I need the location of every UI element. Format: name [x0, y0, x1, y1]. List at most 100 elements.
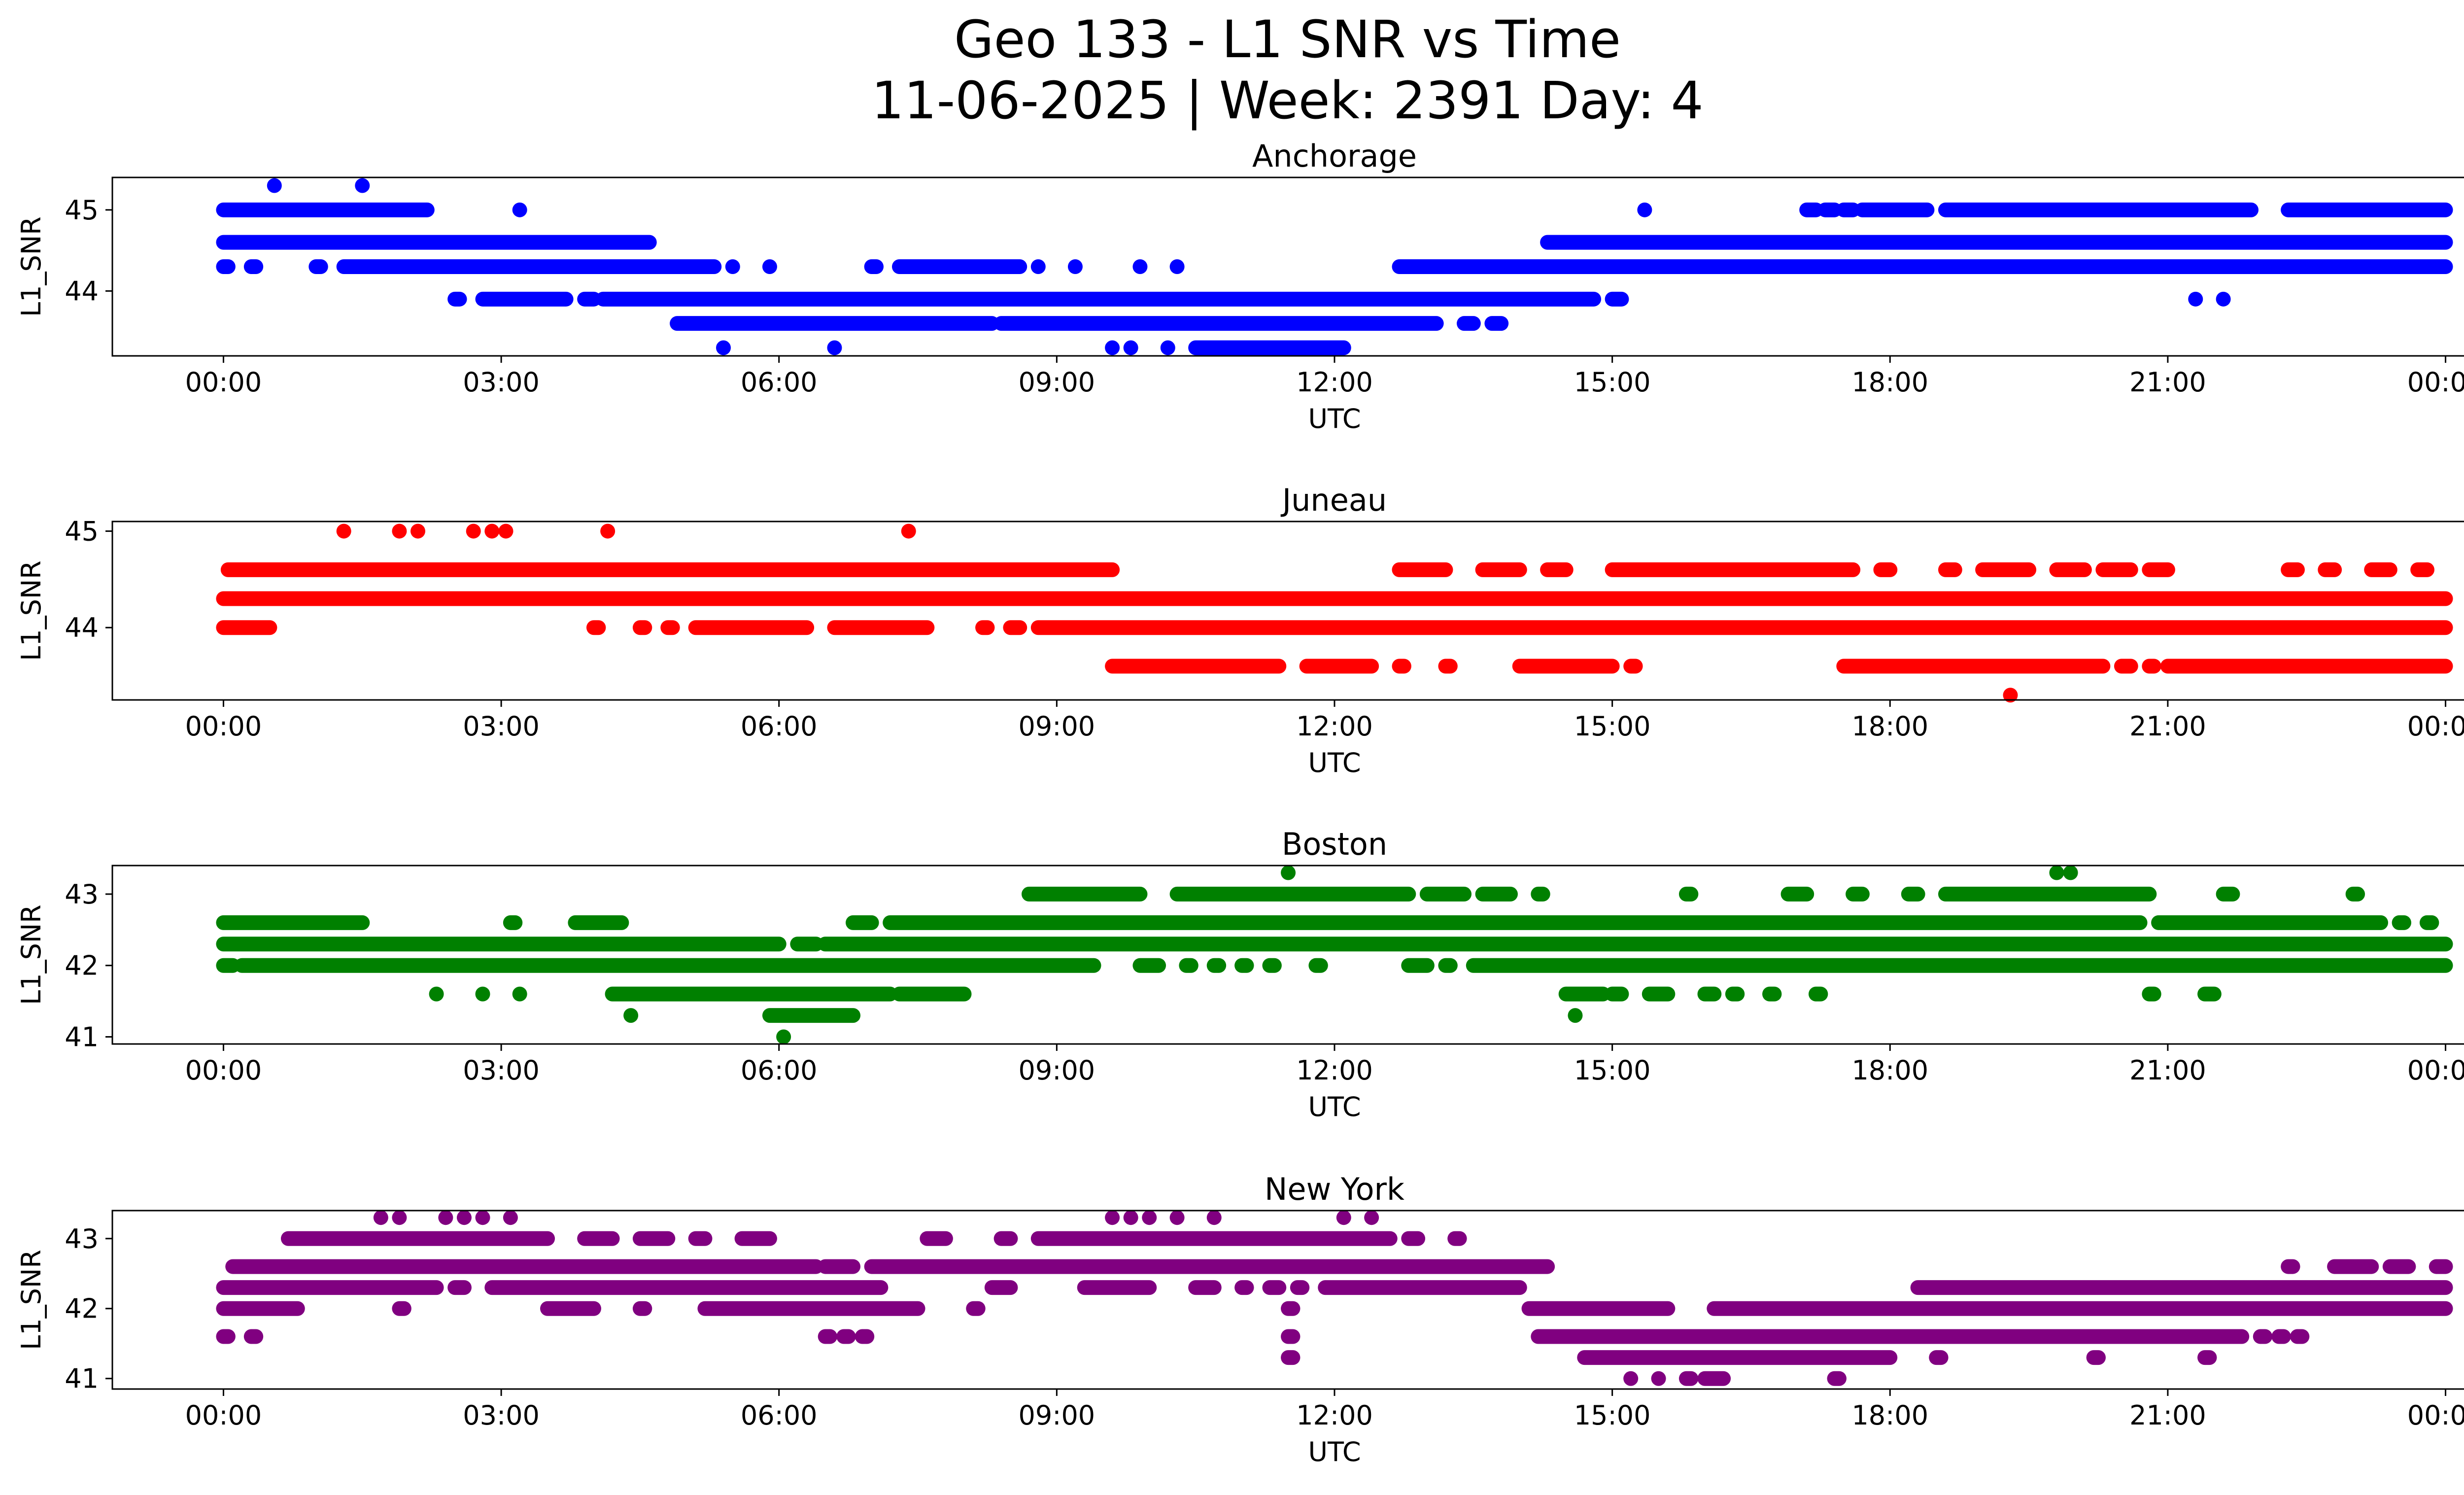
- data-point: [2216, 291, 2231, 307]
- x-tick-label: 00:00: [2407, 1055, 2464, 1086]
- data-point: [336, 523, 351, 539]
- data-point-run: [1605, 562, 1861, 577]
- data-point-run: [762, 1008, 861, 1023]
- data-point-run: [1938, 562, 1962, 577]
- data-point-run: [447, 291, 467, 307]
- data-point-run: [2151, 915, 2389, 930]
- data-point-run: [577, 291, 601, 307]
- x-tick-label: 09:00: [1019, 1055, 1095, 1086]
- data-point-run: [308, 259, 328, 274]
- data-point-run: [568, 915, 629, 930]
- data-point: [623, 1008, 639, 1023]
- data-point: [901, 523, 916, 539]
- data-point-run: [1725, 986, 1745, 1002]
- data-point-run: [632, 1301, 652, 1316]
- data-point-run: [836, 1329, 856, 1344]
- data-point-run: [1290, 1280, 1310, 1295]
- data-point-run: [1540, 562, 1574, 577]
- data-point: [1336, 1210, 1351, 1225]
- y-axis-label: L1_SNR: [16, 1250, 47, 1350]
- data-point: [776, 1029, 791, 1044]
- series-boston: [216, 865, 2453, 1044]
- data-point: [392, 1210, 407, 1225]
- data-point-run: [1531, 1329, 2250, 1344]
- data-point-run: [984, 1280, 1018, 1295]
- series-new-york: [216, 1210, 2453, 1386]
- y-tick-label: 43: [65, 879, 99, 910]
- data-point-run: [1419, 886, 1472, 902]
- y-tick-label: 41: [65, 1022, 99, 1053]
- data-point-run: [864, 1259, 1555, 1274]
- data-point: [2049, 865, 2064, 880]
- data-point-run: [1457, 316, 1481, 331]
- data-point: [600, 523, 616, 539]
- subplot-boston: Boston 00:00 03:00 06:00 09:00 12:00 15:00 18:0…: [16, 826, 2464, 1122]
- data-point-run: [216, 1329, 236, 1344]
- data-point-run: [1188, 1280, 1222, 1295]
- data-point-run: [2142, 562, 2175, 577]
- series-juneau: [216, 523, 2453, 703]
- data-point-run: [790, 937, 823, 952]
- data-point-run: [1281, 1350, 1300, 1365]
- data-point-run: [540, 1301, 601, 1316]
- x-tick-label: 15:00: [1574, 1055, 1651, 1086]
- data-point-run: [1179, 958, 1198, 973]
- x-tick-label: 00:00: [185, 1400, 262, 1431]
- x-tick-label: 00:00: [2407, 711, 2464, 742]
- data-point-run: [2086, 1350, 2106, 1365]
- data-point-run: [235, 958, 1101, 973]
- x-tick-label: 21:00: [2129, 1400, 2206, 1431]
- data-point-run: [2290, 1329, 2310, 1344]
- x-tick-label: 18:00: [1851, 367, 1928, 398]
- subplot-anchorage: Anchorage 00:00 03:00 06:00 09:00 12:00 15:00 1…: [16, 138, 2464, 434]
- data-point-run: [216, 1280, 444, 1295]
- y-tick-label: 41: [65, 1363, 99, 1394]
- data-point-run: [1854, 202, 1935, 217]
- data-point-run: [1262, 958, 1282, 973]
- data-point: [1142, 1210, 1157, 1225]
- data-point-run: [660, 620, 680, 635]
- data-point-run: [818, 937, 2453, 952]
- data-point-run: [216, 591, 2453, 606]
- x-tick-label: 00:00: [2407, 367, 2464, 398]
- y-tick-label: 44: [65, 612, 99, 643]
- data-point: [503, 1210, 518, 1225]
- axes-frame: [111, 521, 2464, 701]
- x-tick-label: 21:00: [2129, 367, 2206, 398]
- data-point-run: [1392, 659, 1411, 674]
- x-tick-label: 00:00: [185, 1055, 262, 1086]
- data-point-run: [1105, 659, 1287, 674]
- data-point: [1123, 340, 1138, 355]
- y-tick-label: 42: [65, 950, 99, 981]
- data-point-run: [1975, 562, 2037, 577]
- data-point-run: [2281, 562, 2305, 577]
- data-point: [1030, 259, 1046, 274]
- data-point-run: [1281, 1329, 1300, 1344]
- data-point-run: [920, 1231, 953, 1246]
- x-tick-label: 09:00: [1019, 1400, 1095, 1431]
- data-point-run: [1799, 202, 1823, 217]
- subplot-juneau: Juneau 00:00 03:00 06:00 09:00 12:00 15:00 18:0…: [16, 482, 2464, 778]
- data-point: [2003, 688, 2018, 703]
- data-point-run: [1836, 659, 2111, 674]
- x-tick-label: 06:00: [741, 1400, 818, 1431]
- x-tick-label: 03:00: [463, 367, 540, 398]
- data-point-run: [2382, 1259, 2416, 1274]
- data-point: [2188, 291, 2203, 307]
- x-tick-label: 15:00: [1574, 711, 1651, 742]
- data-point: [725, 259, 740, 274]
- x-tick-label: 12:00: [1296, 711, 1373, 742]
- data-point: [355, 178, 370, 193]
- data-point-run: [846, 915, 879, 930]
- x-tick-label: 18:00: [1851, 1400, 1928, 1431]
- data-point-run: [1605, 291, 1629, 307]
- data-point-run: [216, 915, 370, 930]
- data-point-run: [1697, 986, 1722, 1002]
- data-point-run: [447, 1280, 472, 1295]
- data-point-run: [1077, 1280, 1157, 1295]
- data-point-run: [818, 1259, 861, 1274]
- data-point: [484, 523, 500, 539]
- data-point: [1132, 259, 1148, 274]
- data-point-run: [1929, 1350, 1949, 1365]
- x-tick-label: 09:00: [1019, 711, 1095, 742]
